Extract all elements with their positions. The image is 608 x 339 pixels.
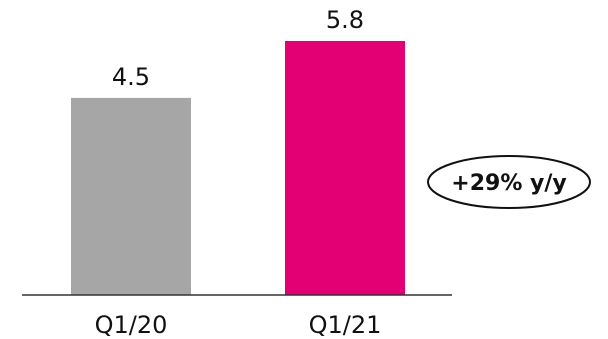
- value-label: 5.8: [326, 6, 364, 34]
- bar-q1-20: [71, 97, 191, 296]
- value-labels-group: 4.5 5.8: [112, 6, 364, 91]
- category-tick-label: Q1/21: [309, 311, 382, 339]
- value-label: 4.5: [112, 63, 150, 91]
- annotation-ellipse: [427, 155, 591, 209]
- annotation-text: +29% y/y: [451, 171, 566, 196]
- bars-group: [71, 40, 405, 296]
- category-tick-label: Q1/20: [95, 311, 168, 339]
- growth-annotation: +29% y/y: [427, 155, 591, 209]
- category-tick-labels-group: Q1/20 Q1/21: [95, 311, 382, 339]
- bar-q1-21: [285, 40, 405, 296]
